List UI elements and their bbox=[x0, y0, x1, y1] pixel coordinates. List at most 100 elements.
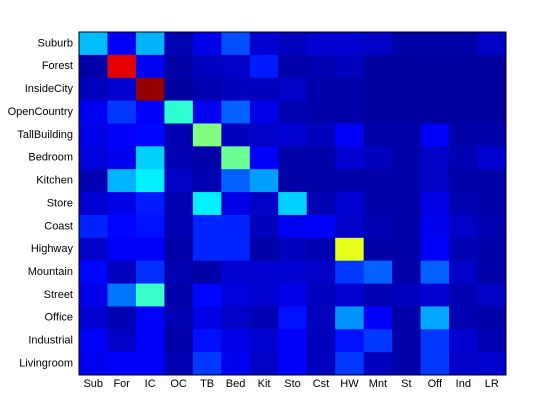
heatmap-cell bbox=[192, 32, 222, 56]
heatmap-cell bbox=[278, 54, 308, 79]
row-label: Livingroom bbox=[19, 357, 73, 369]
heatmap-cell bbox=[335, 237, 365, 262]
row-label: Office bbox=[44, 312, 73, 324]
heatmap-cell bbox=[192, 214, 222, 239]
heatmap-cell bbox=[392, 352, 422, 376]
heatmap-cell bbox=[363, 169, 393, 193]
heatmap-cell bbox=[335, 260, 365, 285]
heatmap-cell bbox=[107, 54, 137, 79]
heatmap-cell bbox=[164, 237, 194, 262]
heatmap-cell bbox=[107, 283, 137, 307]
heatmap-cell bbox=[363, 260, 393, 285]
heatmap-cell bbox=[107, 192, 137, 216]
heatmap-cell bbox=[249, 260, 279, 285]
heatmap-cell bbox=[420, 77, 450, 102]
column-label: Sub bbox=[83, 378, 103, 390]
heatmap-cell bbox=[249, 329, 279, 353]
heatmap-cell bbox=[135, 169, 165, 193]
heatmap-cell bbox=[107, 260, 137, 285]
heatmap-cell bbox=[164, 192, 194, 216]
heatmap-cell bbox=[420, 54, 450, 79]
heatmap-cell bbox=[306, 306, 336, 330]
heatmap-cell bbox=[278, 283, 308, 307]
heatmap-cell bbox=[249, 123, 279, 147]
heatmap-cell bbox=[449, 32, 479, 56]
heatmap-cell bbox=[135, 77, 165, 102]
heatmap-cell bbox=[335, 100, 365, 124]
heatmap-cell bbox=[420, 192, 450, 216]
heatmap-cell bbox=[135, 32, 165, 56]
heatmap-cell bbox=[477, 237, 507, 262]
heatmap-cell bbox=[420, 283, 450, 307]
heatmap-cell bbox=[164, 54, 194, 79]
heatmap-cell bbox=[249, 352, 279, 376]
heatmap-cell bbox=[363, 54, 393, 79]
column-label: Ind bbox=[456, 378, 471, 390]
heatmap-cell bbox=[363, 214, 393, 239]
heatmap-cell bbox=[420, 214, 450, 239]
row-label: Street bbox=[44, 289, 73, 301]
heatmap-cell bbox=[335, 32, 365, 56]
heatmap-cell bbox=[335, 306, 365, 330]
heatmap-cell bbox=[249, 146, 279, 170]
heatmap-cell bbox=[79, 214, 108, 239]
heatmap-cell bbox=[477, 123, 507, 147]
heatmap-cell bbox=[249, 32, 279, 56]
heatmap-cell bbox=[192, 123, 222, 147]
heatmap-cell bbox=[221, 77, 251, 102]
heatmap-cell bbox=[363, 237, 393, 262]
row-label: InsideCity bbox=[25, 83, 74, 95]
heatmap-cell bbox=[363, 100, 393, 124]
heatmap-cell bbox=[306, 100, 336, 124]
row-label: OpenCountry bbox=[8, 106, 74, 118]
heatmap-cell bbox=[164, 146, 194, 170]
heatmap-cell bbox=[135, 306, 165, 330]
row-label: Suburb bbox=[38, 37, 73, 49]
heatmap-cell bbox=[135, 352, 165, 376]
heatmap-cell bbox=[164, 352, 194, 376]
heatmap-cell bbox=[249, 169, 279, 193]
heatmap-cell bbox=[278, 169, 308, 193]
heatmap-cell bbox=[306, 237, 336, 262]
heatmap-cell bbox=[107, 77, 137, 102]
row-label: Industrial bbox=[28, 335, 73, 347]
heatmap-cell bbox=[278, 146, 308, 170]
heatmap-cell bbox=[420, 123, 450, 147]
heatmap-cell bbox=[420, 100, 450, 124]
heatmap-cell bbox=[107, 32, 137, 56]
heatmap-cell bbox=[278, 77, 308, 102]
heatmap-cell bbox=[335, 192, 365, 216]
heatmap-cell bbox=[392, 260, 422, 285]
heatmap-cell bbox=[249, 214, 279, 239]
heatmap-cell bbox=[278, 100, 308, 124]
heatmap-cell bbox=[107, 169, 137, 193]
heatmap-cell bbox=[392, 192, 422, 216]
heatmap-cell bbox=[107, 329, 137, 353]
heatmap-cell bbox=[221, 146, 251, 170]
heatmap-cell bbox=[79, 352, 108, 376]
heatmap-cell bbox=[477, 77, 507, 102]
heatmap-cell bbox=[477, 192, 507, 216]
column-label: Sto bbox=[284, 378, 301, 390]
heatmap-cell bbox=[79, 306, 108, 330]
heatmap-cell bbox=[278, 352, 308, 376]
heatmap-cell bbox=[392, 283, 422, 307]
heatmap-cell bbox=[192, 169, 222, 193]
heatmap-cell bbox=[449, 146, 479, 170]
heatmap-cell bbox=[164, 214, 194, 239]
heatmap-cell bbox=[221, 169, 251, 193]
heatmap-cell bbox=[392, 77, 422, 102]
heatmap-cell bbox=[449, 123, 479, 147]
heatmap-cell bbox=[306, 260, 336, 285]
heatmap-cell bbox=[249, 237, 279, 262]
heatmap-cell bbox=[192, 352, 222, 376]
heatmap-cell bbox=[135, 123, 165, 147]
heatmap-cell bbox=[79, 192, 108, 216]
heatmap-cell bbox=[392, 123, 422, 147]
heatmap-cell bbox=[335, 77, 365, 102]
heatmap-cell bbox=[221, 32, 251, 56]
heatmap-cell bbox=[420, 169, 450, 193]
heatmap-cell bbox=[477, 32, 507, 56]
heatmap-cell bbox=[221, 54, 251, 79]
